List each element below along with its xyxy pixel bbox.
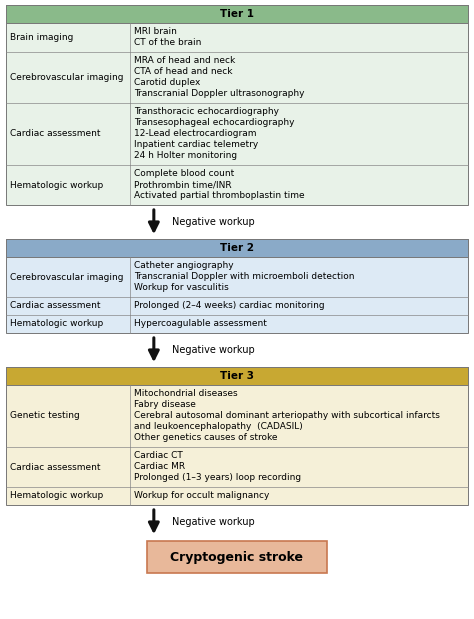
Text: Carotid duplex: Carotid duplex (134, 78, 201, 87)
Text: Hypercoagulable assessment: Hypercoagulable assessment (134, 319, 267, 328)
Text: Transcranial Doppler ultrasonography: Transcranial Doppler ultrasonography (134, 89, 304, 98)
Text: Cardiac MR: Cardiac MR (134, 462, 185, 471)
Text: Cardiac CT: Cardiac CT (134, 451, 183, 460)
Text: Cerebrovascular imaging: Cerebrovascular imaging (10, 272, 124, 282)
Text: CT of the brain: CT of the brain (134, 38, 201, 47)
Text: Other genetics causes of stroke: Other genetics causes of stroke (134, 433, 277, 442)
Bar (6, 5, 468, 23)
Text: Inpatient cardiac telemetry: Inpatient cardiac telemetry (134, 140, 258, 149)
Text: Transthoracic echocardiography: Transthoracic echocardiography (134, 107, 279, 116)
Text: Cardiac assessment: Cardiac assessment (10, 301, 100, 311)
Text: Fabry disease: Fabry disease (134, 400, 196, 409)
Text: Tier 3: Tier 3 (220, 371, 254, 381)
Bar (6, 367, 468, 385)
Text: Cerebral autosomal dominant arteriopathy with subcortical infarcts: Cerebral autosomal dominant arteriopathy… (134, 411, 440, 420)
Text: Negative workup: Negative workup (172, 217, 255, 227)
Text: Cardiac assessment: Cardiac assessment (10, 129, 100, 139)
Text: Prolonged (2–4 weeks) cardiac monitoring: Prolonged (2–4 weeks) cardiac monitoring (134, 301, 325, 310)
Text: 24 h Holter monitoring: 24 h Holter monitoring (134, 151, 237, 160)
Text: Mitochondrial diseases: Mitochondrial diseases (134, 389, 237, 398)
Text: Prothrombin time/INR: Prothrombin time/INR (134, 180, 232, 189)
Bar (6, 367, 468, 505)
Bar (6, 239, 468, 257)
Text: CTA of head and neck: CTA of head and neck (134, 67, 233, 76)
Text: Activated partial thromboplastin time: Activated partial thromboplastin time (134, 191, 305, 200)
Text: Cardiac assessment: Cardiac assessment (10, 462, 100, 472)
Text: Tier 2: Tier 2 (220, 243, 254, 253)
Text: Negative workup: Negative workup (172, 345, 255, 355)
Text: Transesophageal echocardiography: Transesophageal echocardiography (134, 118, 294, 127)
Text: Transcranial Doppler with microemboli detection: Transcranial Doppler with microemboli de… (134, 272, 355, 281)
Text: Prolonged (1–3 years) loop recording: Prolonged (1–3 years) loop recording (134, 473, 301, 482)
Text: Genetic testing: Genetic testing (10, 412, 80, 420)
Text: Complete blood count: Complete blood count (134, 169, 234, 178)
Text: Workup for occult malignancy: Workup for occult malignancy (134, 491, 269, 500)
Text: Brain imaging: Brain imaging (10, 33, 73, 42)
Text: 12-Lead electrocardiogram: 12-Lead electrocardiogram (134, 129, 256, 138)
Text: Negative workup: Negative workup (172, 517, 255, 527)
Text: MRI brain: MRI brain (134, 27, 177, 36)
Text: Workup for vasculitis: Workup for vasculitis (134, 283, 229, 292)
Text: Hematologic workup: Hematologic workup (10, 491, 103, 501)
Text: Hematologic workup: Hematologic workup (10, 181, 103, 189)
Text: Catheter angiography: Catheter angiography (134, 261, 234, 270)
Text: MRA of head and neck: MRA of head and neck (134, 56, 235, 65)
Text: Cerebrovascular imaging: Cerebrovascular imaging (10, 73, 124, 82)
Text: and leukoencephalopathy  (CADASIL): and leukoencephalopathy (CADASIL) (134, 422, 303, 431)
Text: Tier 1: Tier 1 (220, 9, 254, 19)
Text: Cryptogenic stroke: Cryptogenic stroke (171, 550, 303, 563)
Bar (6, 239, 468, 333)
Bar (6, 5, 468, 205)
Bar (147, 541, 327, 573)
Text: Hematologic workup: Hematologic workup (10, 319, 103, 329)
